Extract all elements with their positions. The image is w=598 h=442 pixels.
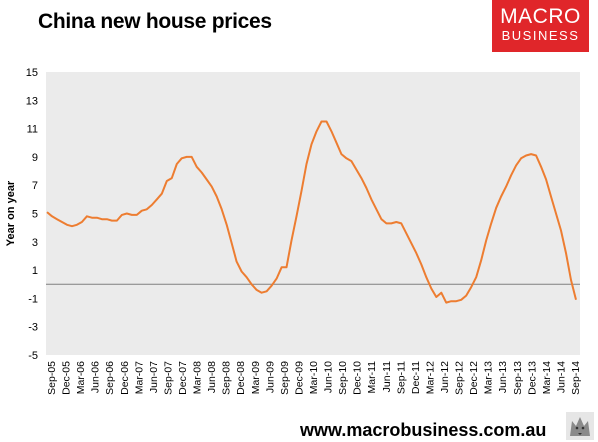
x-tick-label: Jun-14 [555,361,567,393]
x-tick-label: Jun-06 [90,361,102,393]
x-tick-label: Dec-07 [177,361,189,395]
y-tick-label: 3 [32,237,38,249]
x-tick-label: Mar-08 [192,361,204,394]
x-tick-label: Sep-13 [512,361,524,395]
y-tick-label: 5 [32,209,38,221]
x-tick-label: Sep-07 [162,361,174,395]
plot-area [46,72,580,355]
y-tick-label: 7 [32,180,38,192]
y-tick-label: 1 [32,265,38,277]
series-line [46,120,577,304]
x-tick-label: Mar-06 [75,361,87,394]
x-tick-label: Jun-13 [497,361,509,393]
x-tick-label: Sep-05 [46,361,58,395]
footer-url: www.macrobusiness.com.au [300,420,547,440]
x-tick-label: Sep-08 [221,361,233,395]
x-tick-label: Sep-12 [454,361,466,395]
x-tick-label: Mar-11 [366,361,378,394]
x-tick-label: Dec-06 [119,361,131,395]
x-tick-label: Sep-10 [337,361,349,395]
y-tick-label: 9 [32,152,38,164]
wolf-logo-icon [566,412,594,440]
chart-title: China new house prices [38,10,272,33]
x-tick-label: Dec-11 [410,361,422,394]
x-tick-label: Jun-11 [381,361,393,392]
logo-line1: MACRO [500,5,581,28]
x-tick-label: Dec-05 [61,361,73,395]
y-tick-label: 15 [26,67,38,79]
y-axis-ticks: 15 13 11 9 7 5 3 1 -1 -3 -5 [26,67,38,362]
x-tick-label: Mar-09 [250,361,262,394]
x-tick-label: Jun-07 [148,361,160,393]
y-axis-label: Year on year [5,180,17,246]
x-tick-label: Dec-10 [352,361,364,395]
x-tick-label: Dec-12 [468,361,480,395]
y-tick-label: -5 [28,350,38,362]
x-tick-label: Sep-11 [395,361,407,394]
x-tick-label: Dec-13 [526,361,538,395]
x-tick-label: Mar-12 [424,361,436,394]
x-axis-ticks: Sep-05 Dec-05 Mar-06 Jun-06 Sep-06 Dec-06 Mar-… [46,361,582,395]
y-tick-label: -3 [28,322,38,334]
x-tick-label: Sep-06 [104,361,116,395]
x-tick-label: Mar-10 [308,361,320,394]
x-tick-label: Mar-14 [541,361,553,394]
y-tick-label: 11 [27,124,38,136]
x-tick-label: Jun-12 [439,361,451,393]
y-tick-label: 13 [26,95,38,107]
x-tick-label: Jun-08 [206,361,218,393]
x-tick-label: Mar-07 [133,361,145,394]
x-tick-label: Dec-09 [293,361,305,395]
logo-line2: BUSINESS [501,28,580,43]
x-tick-label: Mar-13 [483,361,495,394]
x-tick-label: Jun-09 [264,361,276,393]
x-tick-label: Sep-09 [279,361,291,395]
y-tick-label: -1 [28,293,38,305]
x-tick-label: Jun-10 [323,361,335,393]
macrobusiness-logo: MACRO BUSINESS [492,0,589,52]
x-tick-label: Sep-14 [570,361,582,395]
x-tick-label: Dec-08 [235,361,247,395]
